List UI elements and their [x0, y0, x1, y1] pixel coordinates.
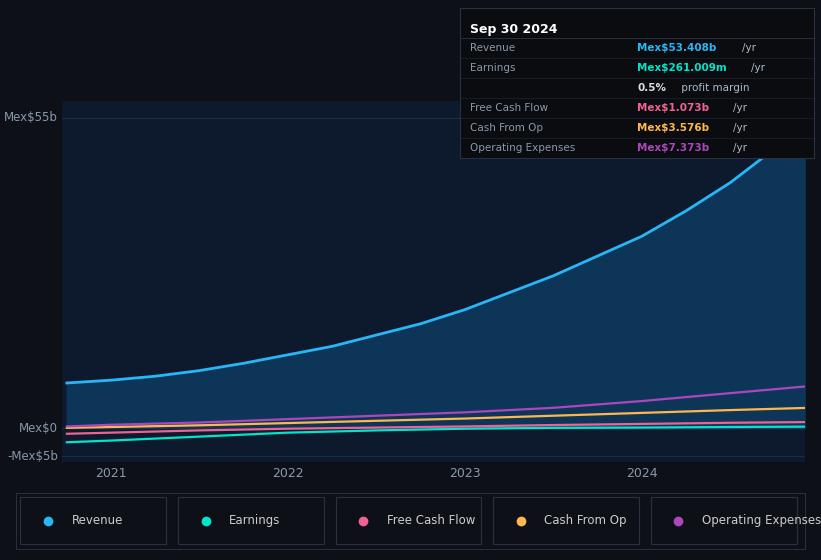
Text: Free Cash Flow: Free Cash Flow	[387, 514, 475, 528]
Bar	[178, 497, 323, 544]
Bar	[21, 497, 166, 544]
Text: Operating Expenses: Operating Expenses	[702, 514, 821, 528]
Text: /yr: /yr	[742, 43, 756, 53]
Text: Free Cash Flow: Free Cash Flow	[470, 103, 548, 113]
Bar	[493, 497, 639, 544]
Text: Mex$261.009m: Mex$261.009m	[637, 63, 727, 73]
Text: /yr: /yr	[733, 123, 747, 133]
Bar	[651, 497, 796, 544]
Text: Mex$0: Mex$0	[19, 422, 57, 435]
Bar	[336, 497, 481, 544]
Text: Cash From Op: Cash From Op	[544, 514, 627, 528]
Text: Mex$53.408b: Mex$53.408b	[637, 43, 717, 53]
Text: Revenue: Revenue	[470, 43, 516, 53]
Text: Earnings: Earnings	[470, 63, 516, 73]
Text: -Mex$5b: -Mex$5b	[7, 450, 57, 463]
Text: /yr: /yr	[751, 63, 765, 73]
Text: Operating Expenses: Operating Expenses	[470, 143, 576, 153]
Text: Mex$7.373b: Mex$7.373b	[637, 143, 709, 153]
Text: Cash From Op: Cash From Op	[470, 123, 544, 133]
Text: 0.5%: 0.5%	[637, 83, 666, 93]
Text: /yr: /yr	[733, 143, 747, 153]
Text: Revenue: Revenue	[71, 514, 123, 528]
Text: /yr: /yr	[733, 103, 747, 113]
Text: Mex$3.576b: Mex$3.576b	[637, 123, 709, 133]
Text: Mex$1.073b: Mex$1.073b	[637, 103, 709, 113]
Text: Earnings: Earnings	[229, 514, 281, 528]
Text: Sep 30 2024: Sep 30 2024	[470, 23, 558, 36]
Text: Mex$55b: Mex$55b	[4, 111, 57, 124]
Text: profit margin: profit margin	[677, 83, 749, 93]
